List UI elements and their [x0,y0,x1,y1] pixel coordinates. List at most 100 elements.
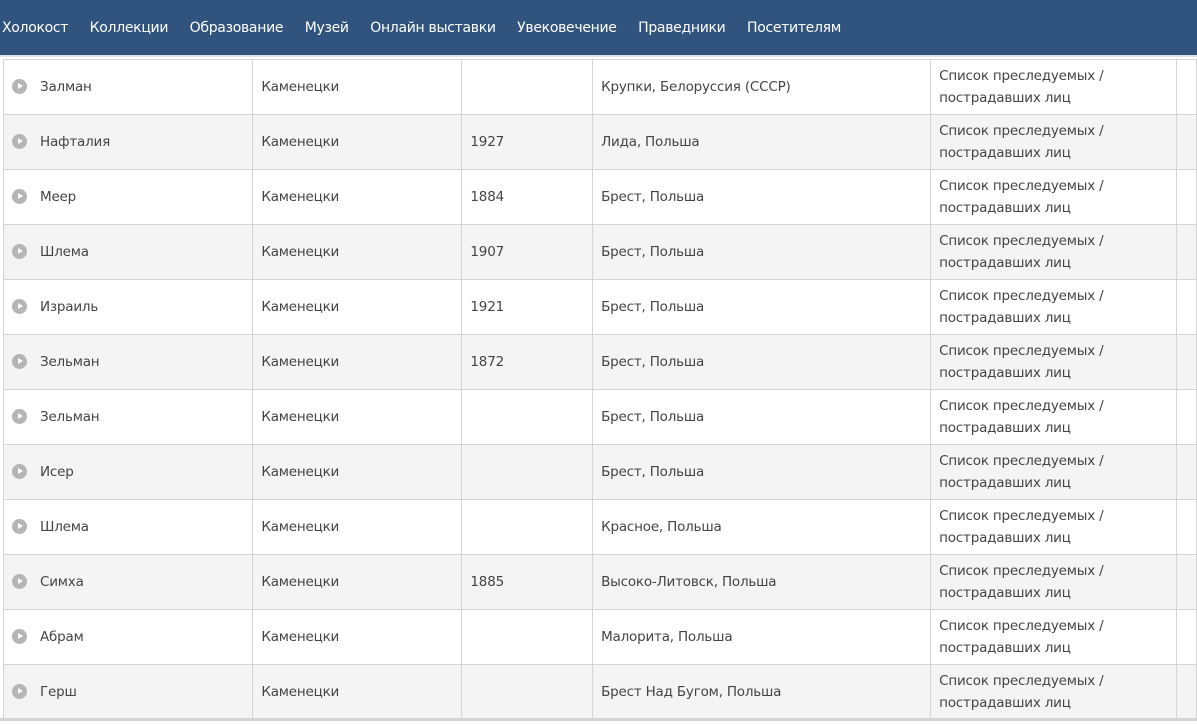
table-row[interactable]: Исер Каменецки Брест, Польша Список прес… [2,444,1197,500]
expand-arrow-icon[interactable] [12,298,27,314]
last-name: Каменецки [252,279,463,335]
expand-arrow-icon[interactable] [12,518,27,534]
first-name: Шлема [40,519,89,535]
nav-item[interactable]: Холокост [2,19,69,36]
table-row[interactable]: Зельман Каменецки Брест, Польша Список п… [2,389,1197,445]
expand-arrow-icon[interactable] [12,683,27,699]
expand-arrow-icon[interactable] [12,133,27,149]
results-table: Залман Каменецки Крупки, Белоруссия (ССС… [2,59,1197,720]
extra-cell [1176,334,1197,390]
first-name: Залман [40,79,92,95]
source: Список преследуемых / пострадавших лиц [930,554,1178,610]
expand-arrow-icon[interactable] [12,408,27,424]
expand-arrow-icon[interactable] [12,628,27,644]
extra-cell [1176,114,1197,170]
birth-year [461,609,594,665]
birth-year [461,389,594,445]
first-name: Герш [40,684,77,700]
last-name: Каменецки [252,499,463,555]
place: Брест, Польша [592,224,932,280]
nav-item[interactable]: Онлайн выставки [370,19,496,36]
extra-cell [1176,224,1197,280]
first-name: Шлема [40,244,89,260]
expand-arrow-icon[interactable] [12,573,27,589]
extra-cell [1176,279,1197,335]
extra-cell [1176,59,1197,115]
place: Брест, Польша [592,169,932,225]
nav-item[interactable]: Увековечение [517,19,617,36]
table-row[interactable]: Симха Каменецки 1885 Высоко-Литовск, Пол… [2,554,1197,610]
place: Брест Над Бугом, Польша [592,664,932,720]
last-name: Каменецки [252,334,463,390]
source: Список преследуемых / пострадавших лиц [930,279,1178,335]
last-name: Каменецки [252,169,463,225]
first-name: Меер [40,189,77,205]
nav-item[interactable]: Образование [189,19,284,36]
birth-year [461,59,594,115]
table-row[interactable]: Зельман Каменецки 1872 Брест, Польша Спи… [2,334,1197,390]
extra-cell [1176,169,1197,225]
first-name-cell: Исер [2,444,254,500]
table-row[interactable]: Залман Каменецки Крупки, Белоруссия (ССС… [2,59,1197,115]
last-name: Каменецки [252,224,463,280]
source: Список преследуемых / пострадавших лиц [930,334,1178,390]
first-name-cell: Шлема [2,499,254,555]
first-name-cell: Герш [2,664,254,720]
source: Список преследуемых / пострадавших лиц [930,609,1178,665]
table-row[interactable]: Герш Каменецки Брест Над Бугом, Польша С… [2,664,1197,720]
first-name: Нафталия [40,134,111,150]
first-name-cell: Израиль [2,279,254,335]
place: Лида, Польша [592,114,932,170]
expand-arrow-icon[interactable] [12,353,27,369]
last-name: Каменецки [252,609,463,665]
nav-item[interactable]: Праведники [638,19,726,36]
first-name-cell: Меер [2,169,254,225]
place: Брест, Польша [592,334,932,390]
expand-arrow-icon[interactable] [12,188,27,204]
first-name: Зельман [40,354,100,370]
table-row[interactable]: Нафталия Каменецки 1927 Лида, Польша Спи… [2,114,1197,170]
first-name: Симха [40,574,84,590]
nav-item[interactable]: Музей [304,19,349,36]
birth-year: 1927 [461,114,594,170]
source: Список преследуемых / пострадавших лиц [930,224,1178,280]
first-name: Израиль [40,299,99,315]
first-name: Исер [40,464,74,480]
birth-year: 1907 [461,224,594,280]
place: Высоко-Литовск, Польша [592,554,932,610]
extra-cell [1176,554,1197,610]
table-row[interactable]: Шлема Каменецки Красное, Польша Список п… [2,499,1197,555]
source: Список преследуемых / пострадавших лиц [930,664,1178,720]
table-row[interactable]: Меер Каменецки 1884 Брест, Польша Список… [2,169,1197,225]
table-row[interactable]: Шлема Каменецки 1907 Брест, Польша Списо… [2,224,1197,280]
source: Список преследуемых / пострадавших лиц [930,389,1178,445]
expand-arrow-icon[interactable] [12,243,27,259]
table-bottom-border [0,718,1197,721]
birth-year: 1885 [461,554,594,610]
last-name: Каменецки [252,554,463,610]
last-name: Каменецки [252,664,463,720]
last-name: Каменецки [252,389,463,445]
last-name: Каменецки [252,114,463,170]
birth-year: 1921 [461,279,594,335]
nav-item[interactable]: Коллекции [89,19,169,36]
top-navigation: Холокост Коллекции Образование Музей Онлайн … [0,0,1197,57]
extra-cell [1176,444,1197,500]
last-name: Каменецки [252,444,463,500]
birth-year: 1872 [461,334,594,390]
first-name-cell: Абрам [2,609,254,665]
expand-arrow-icon[interactable] [12,78,27,94]
first-name: Абрам [40,629,84,645]
first-name: Зельман [40,409,100,425]
birth-year [461,444,594,500]
place: Крупки, Белоруссия (СССР) [592,59,932,115]
place: Брест, Польша [592,444,932,500]
last-name: Каменецки [252,59,463,115]
extra-cell [1176,664,1197,720]
expand-arrow-icon[interactable] [12,463,27,479]
source: Список преследуемых / пострадавших лиц [930,114,1178,170]
birth-year [461,664,594,720]
table-row[interactable]: Израиль Каменецки 1921 Брест, Польша Спи… [2,279,1197,335]
nav-item[interactable]: Посетителям [746,19,842,36]
table-row[interactable]: Абрам Каменецки Малорита, Польша Список … [2,609,1197,665]
